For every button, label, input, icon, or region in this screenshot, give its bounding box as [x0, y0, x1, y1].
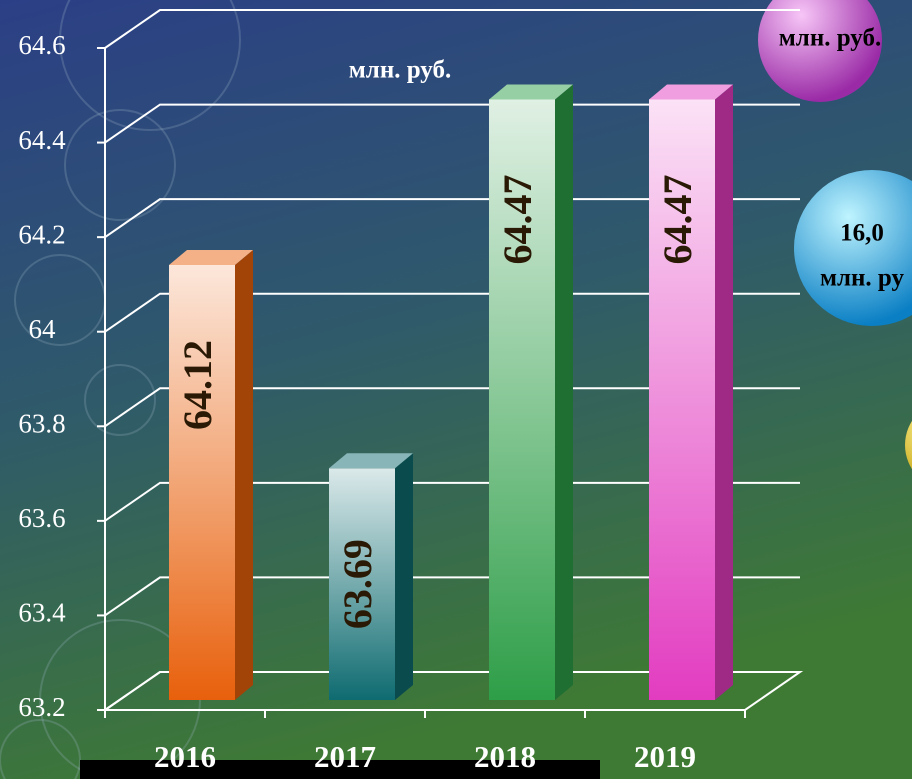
x-tick-label: 2019: [634, 739, 696, 774]
bar-front: [169, 265, 235, 700]
page: {"chart_data": {"type": "bar3d", "catego…: [0, 0, 912, 779]
y-tick-label: 64: [29, 314, 57, 344]
bubble-text: 16,0: [840, 220, 884, 247]
value-label: 64.47: [655, 174, 700, 264]
bubble-text: млн. ру: [820, 265, 905, 292]
bubble-text: млн. руб.: [779, 25, 881, 52]
bar-side: [555, 84, 573, 700]
background: [0, 0, 912, 779]
y-tick-label: 63.4: [18, 598, 66, 628]
unit-label: млн. руб.: [349, 57, 451, 84]
y-tick-label: 63.6: [18, 503, 65, 533]
value-label: 64.12: [175, 340, 220, 430]
x-tick-label: 2018: [474, 739, 536, 774]
y-tick-label: 64.2: [18, 219, 65, 249]
x-tick-label: 2016: [154, 739, 216, 774]
bar-side: [715, 84, 733, 700]
value-label: 64.47: [495, 174, 540, 264]
bar-side: [395, 453, 413, 700]
x-tick-label: 2017: [314, 739, 376, 774]
bar-side: [235, 250, 253, 700]
y-tick-label: 64.6: [18, 30, 65, 60]
y-tick-label: 63.8: [18, 408, 65, 438]
value-label: 63.69: [335, 539, 380, 629]
y-tick-label: 63.2: [18, 692, 65, 722]
bar: [169, 250, 253, 700]
chart: млн. руб. 16,0 млн. ру млн. руб. 63.2 63.…: [0, 0, 912, 779]
y-tick-label: 64.4: [18, 125, 66, 155]
